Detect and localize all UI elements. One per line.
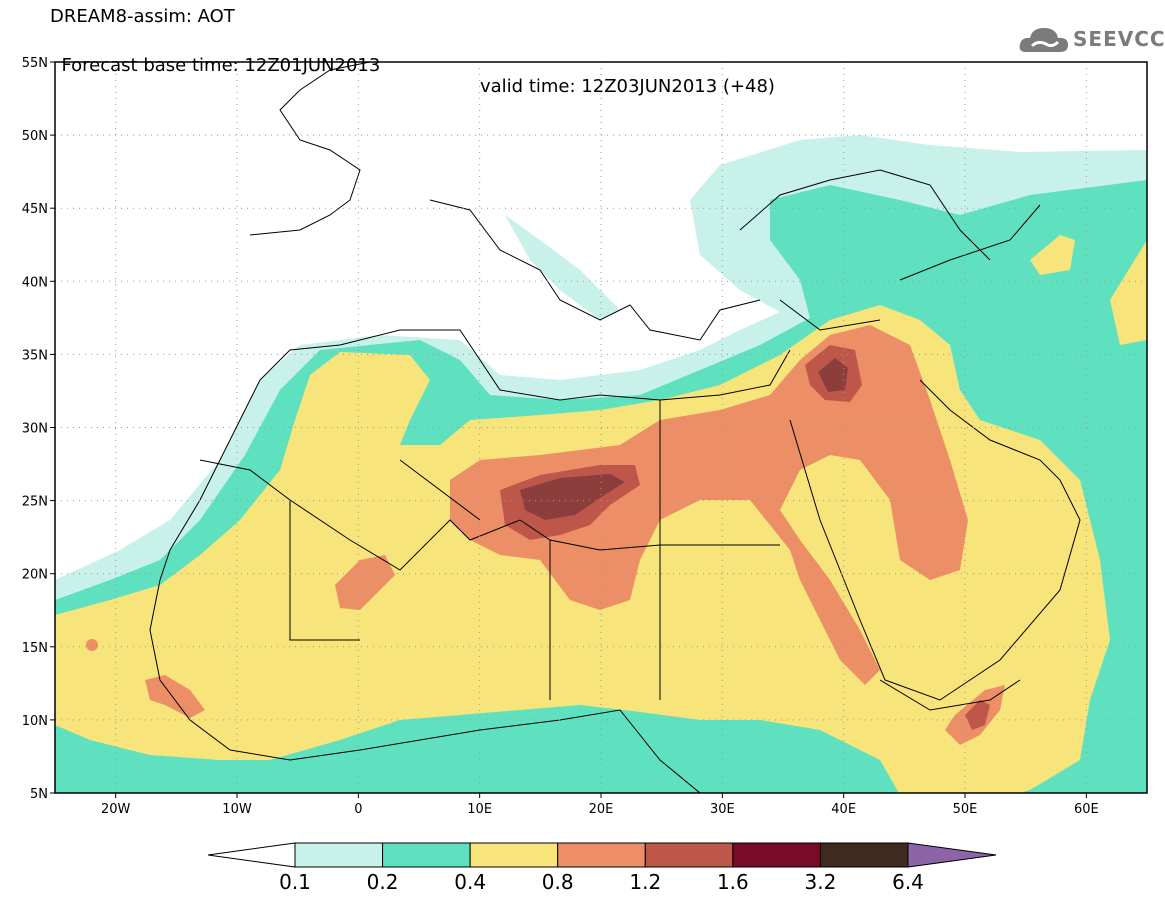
- africa-coast: [149, 329, 1021, 793]
- lat-tick-label: 10N: [22, 714, 48, 729]
- arabia-coast: [789, 379, 1081, 701]
- coastlines-borders: [149, 62, 1081, 793]
- cloud-icon: [1019, 28, 1068, 52]
- aot-band-0.8: [450, 325, 968, 685]
- lon-tick-label: 40E: [831, 802, 856, 817]
- aot-band-0.1-balkan: [505, 215, 620, 320]
- aot-band-1.2-somalia: [965, 700, 990, 730]
- aot-band-1.6-mideast: [818, 358, 848, 392]
- colorbar-segment: [557, 842, 646, 868]
- lat-tick-label: 30N: [22, 422, 48, 437]
- aot-field: [55, 135, 1147, 793]
- aot-band-0.8-west: [335, 555, 395, 610]
- seevccc-logo: SEEVCCC: [1018, 22, 1165, 58]
- lon-tick-label: 10E: [467, 802, 492, 817]
- aot-band-0.4-east: [1030, 235, 1147, 345]
- lon-tick-label: 30E: [710, 802, 735, 817]
- lon-tick-label: 20E: [589, 802, 614, 817]
- colorbar-label: 0.2: [367, 870, 399, 894]
- lat-tick-label: 35N: [22, 348, 48, 363]
- valid-time: valid time: 12Z03JUN2013 (+48): [480, 76, 775, 97]
- aot-band-0.8-senegal: [145, 675, 205, 718]
- colorbar-label: 0.1: [279, 870, 311, 894]
- colorbar-segment: [644, 842, 734, 868]
- colorbar-high-arrow: [907, 842, 997, 868]
- colorbar: 0.1 0.2 0.4 0.8 1.2 1.6 3.2 6.4: [207, 842, 997, 894]
- axis-ticks: 55N 50N 45N 40N 35N 30N 25N 20N 15N 10N 5N 20W 10W 0 1…: [22, 56, 1099, 817]
- lat-tick-label: 40N: [22, 275, 48, 290]
- lon-tick-label: 20W: [101, 802, 131, 817]
- colorbar-segment: [294, 842, 384, 868]
- lon-tick-label: 60E: [1074, 802, 1099, 817]
- lon-tick-label: 50E: [953, 802, 978, 817]
- colorbar-segment: [382, 842, 471, 868]
- colorbar-segment: [732, 842, 821, 868]
- colorbar-label: 6.4: [892, 870, 924, 894]
- lat-tick-label: 20N: [22, 568, 48, 583]
- lat-tick-label: 55N: [22, 56, 48, 71]
- lon-tick-label: 10W: [222, 802, 252, 817]
- lat-tick-label: 5N: [30, 787, 48, 802]
- graticule: [55, 62, 1147, 793]
- borders: [199, 204, 1041, 700]
- colorbar-label: 0.4: [454, 870, 486, 894]
- colorbar-label: 1.6: [717, 870, 749, 894]
- aot-band-1.6: [520, 474, 625, 520]
- aot-band-0.8-dot: [86, 639, 98, 651]
- lat-tick-label: 50N: [22, 129, 48, 144]
- lat-tick-label: 25N: [22, 495, 48, 510]
- colorbar-segment: [819, 842, 909, 868]
- lon-tick-label: 0: [354, 802, 362, 817]
- lat-tick-label: 45N: [22, 202, 48, 217]
- time-info: Forecast base time: 12Z01JUN2013 valid t…: [50, 34, 774, 97]
- europe-coast: [249, 62, 991, 341]
- forecast-base-time: Forecast base time: 12Z01JUN2013: [61, 55, 381, 76]
- colorbar-segment: [469, 842, 559, 868]
- map-title: DREAM8-assim: AOT: [50, 6, 235, 27]
- colorbar-low-arrow: [207, 842, 296, 868]
- colorbar-label: 1.2: [629, 870, 661, 894]
- logo-text: SEEVCCC: [1073, 27, 1165, 51]
- colorbar-label: 3.2: [805, 870, 837, 894]
- lat-tick-label: 15N: [22, 641, 48, 656]
- colorbar-label: 0.8: [542, 870, 574, 894]
